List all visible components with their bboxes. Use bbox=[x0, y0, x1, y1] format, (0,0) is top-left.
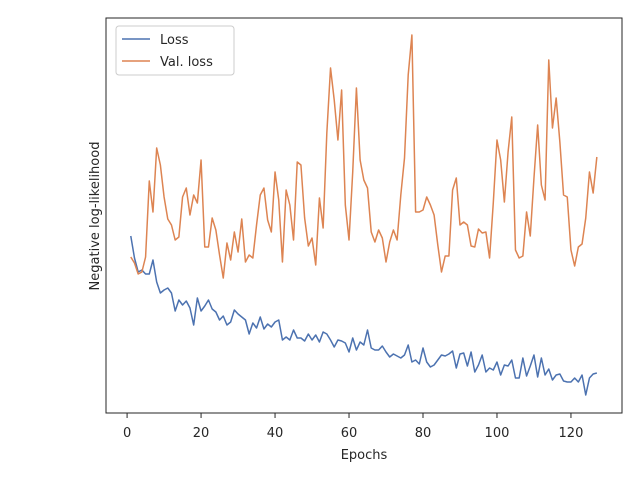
y-axis-label: Negative log-likelihood bbox=[88, 142, 103, 291]
x-tick-label: 20 bbox=[193, 426, 210, 441]
legend-label: Loss bbox=[160, 33, 189, 48]
plot-frame bbox=[105, 17, 623, 414]
x-tick-label: 60 bbox=[341, 426, 358, 441]
x-tick-label: 0 bbox=[123, 426, 131, 441]
x-tick-label: 80 bbox=[415, 426, 432, 441]
x-tick-label: 100 bbox=[485, 426, 510, 441]
x-axis-label: Epochs bbox=[341, 448, 388, 463]
legend-label: Val. loss bbox=[160, 55, 213, 70]
x-tick-label: 40 bbox=[267, 426, 284, 441]
line-series bbox=[130, 34, 598, 279]
x-tick-label: 120 bbox=[559, 426, 584, 441]
line-series bbox=[130, 235, 598, 396]
